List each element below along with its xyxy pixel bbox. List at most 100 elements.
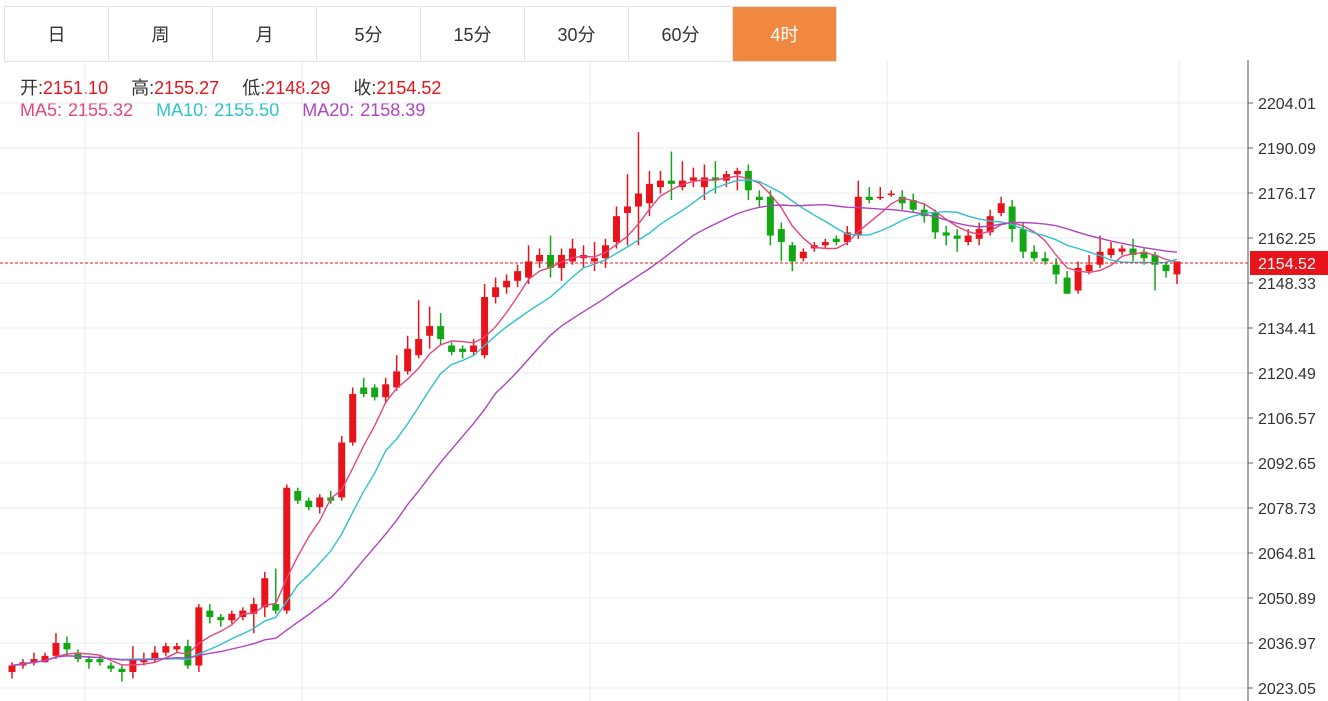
- candle-body: [909, 200, 917, 210]
- candle-body: [437, 326, 445, 340]
- candle-body: [316, 497, 324, 508]
- candle-body: [151, 652, 159, 660]
- ma-readout: MA5: 2155.32 MA10: 2155.50 MA20: 2158.39: [20, 100, 431, 121]
- y-tick-label: 2050.89: [1258, 591, 1316, 608]
- y-tick-label: 2064.81: [1258, 546, 1316, 563]
- candle-body: [195, 607, 203, 666]
- candle-body: [41, 655, 49, 663]
- candle-body: [217, 617, 225, 621]
- candle-body: [371, 387, 379, 398]
- candle-body: [52, 642, 60, 656]
- y-tick-label: 2092.65: [1258, 456, 1316, 473]
- y-tick-label: 2120.49: [1258, 366, 1316, 383]
- candle-body: [821, 242, 829, 246]
- candle-body: [173, 646, 181, 650]
- tab-1[interactable]: 周: [109, 7, 213, 61]
- candle-body: [1129, 248, 1137, 255]
- candle-body: [404, 348, 412, 372]
- candle-body: [667, 180, 675, 184]
- candle-body: [766, 196, 774, 236]
- tab-3[interactable]: 5分: [317, 7, 421, 61]
- candle-body: [964, 235, 972, 243]
- tab-4[interactable]: 15分: [421, 7, 525, 61]
- tab-2[interactable]: 月: [213, 7, 317, 61]
- candle-body: [1118, 248, 1126, 252]
- candle-body: [349, 393, 357, 443]
- candle-body: [261, 578, 269, 608]
- candle-body: [228, 613, 236, 621]
- candle-body: [8, 665, 16, 672]
- ma10-value: 2155.50: [214, 100, 280, 120]
- ma10-label: MA10:: [156, 100, 209, 120]
- candle-body: [656, 180, 664, 188]
- candle-body: [1085, 264, 1093, 272]
- candle-body: [338, 442, 346, 498]
- last-price-value: 2154.52: [1258, 256, 1316, 273]
- candle-body: [382, 384, 390, 398]
- candle-body: [63, 642, 71, 650]
- candle-body: [591, 258, 598, 262]
- candle-body: [997, 203, 1005, 213]
- candle-body: [1107, 248, 1115, 255]
- candle-body: [634, 193, 642, 207]
- candle-body: [250, 604, 258, 614]
- candle-body: [272, 604, 280, 611]
- candle-body: [898, 196, 906, 204]
- candle-body: [569, 248, 577, 262]
- candle-body: [1052, 264, 1060, 275]
- candle-body: [393, 371, 401, 388]
- candle-body: [1030, 251, 1038, 259]
- y-tick-label: 2134.41: [1258, 321, 1316, 338]
- candle-body: [360, 387, 368, 394]
- candle-body: [733, 170, 741, 175]
- candle-body: [1041, 258, 1049, 262]
- candle-body: [503, 280, 511, 288]
- candle-body: [755, 196, 763, 201]
- tab-6[interactable]: 60分: [629, 7, 733, 61]
- y-tick-label: 2190.09: [1258, 141, 1316, 158]
- candle-body: [865, 196, 873, 201]
- candle-body: [1096, 251, 1104, 265]
- ma20-value: 2158.39: [360, 100, 426, 120]
- candle-body: [788, 245, 796, 262]
- candle-body: [942, 232, 950, 236]
- candlestick-chart[interactable]: 2204.01 2190.09 2176.17 2162.25 2148.33 2134.…: [0, 60, 1328, 701]
- candle-body: [986, 216, 994, 233]
- candle-body: [1162, 264, 1170, 272]
- candle-body: [525, 261, 533, 278]
- candle-body: [645, 183, 653, 204]
- high-label: 高:: [131, 78, 155, 98]
- candle-body: [1140, 251, 1148, 259]
- candle-body: [481, 296, 489, 356]
- tab-0[interactable]: 日: [5, 7, 109, 61]
- ma10-line: [11, 179, 1178, 667]
- candle-body: [283, 487, 291, 611]
- candle-body: [1151, 254, 1159, 265]
- candle-body: [96, 659, 104, 663]
- y-tick-label: 2204.01: [1258, 96, 1316, 113]
- candle-body: [415, 339, 423, 356]
- y-tick-label: 2148.33: [1258, 276, 1316, 293]
- candle-body: [931, 212, 939, 233]
- candle-body: [799, 251, 807, 259]
- candle-body: [448, 345, 456, 352]
- y-tick-label: 2162.25: [1258, 231, 1316, 248]
- high-value: 2155.27: [154, 78, 220, 98]
- y-tick-label: 2106.57: [1258, 411, 1316, 428]
- ma20-line: [11, 203, 1178, 667]
- candle-body: [459, 348, 467, 352]
- candle-body: [140, 659, 148, 663]
- candle-body: [700, 177, 708, 188]
- tab-7[interactable]: 4时: [733, 7, 837, 61]
- period-tabs: 日周月 5分 15分 30分 60分 4时: [4, 6, 837, 62]
- candle-body: [1063, 277, 1071, 294]
- candle-body: [118, 668, 126, 672]
- tab-5[interactable]: 30分: [525, 7, 629, 61]
- ma5-value: 2155.32: [68, 100, 134, 120]
- candle-body: [305, 500, 313, 508]
- ma20-label: MA20:: [302, 100, 355, 120]
- ma5-line: [11, 175, 1178, 667]
- candle-body: [689, 177, 697, 181]
- candle-body: [876, 196, 884, 199]
- candle-body: [536, 254, 544, 262]
